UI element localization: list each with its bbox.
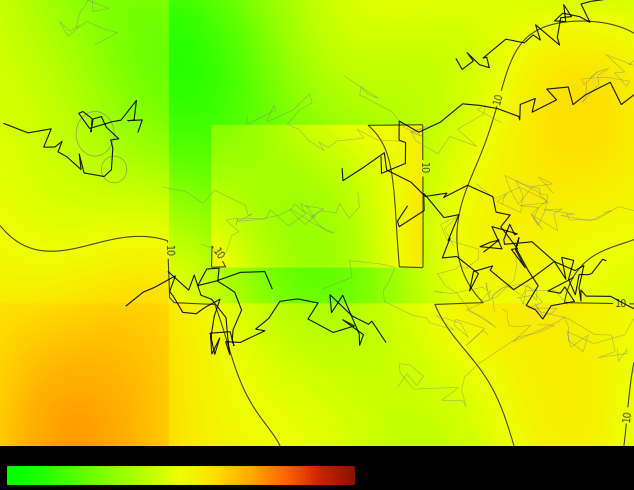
Text: Temperature 2m Spread mean+σ [°C] ECMWF: Temperature 2m Spread mean+σ [°C] ECMWF: [6, 453, 235, 463]
Text: 10: 10: [493, 91, 505, 106]
Text: © weatheronline.co.uk: © weatheronline.co.uk: [515, 474, 628, 483]
Text: 10: 10: [210, 246, 226, 262]
Text: 10: 10: [163, 245, 173, 257]
Text: 10: 10: [621, 409, 633, 422]
Text: 10: 10: [615, 298, 628, 309]
Text: Tu 28-05-2024 18:00 UTC (12+7B): Tu 28-05-2024 18:00 UTC (12+7B): [393, 453, 575, 463]
Text: 10: 10: [418, 162, 428, 174]
